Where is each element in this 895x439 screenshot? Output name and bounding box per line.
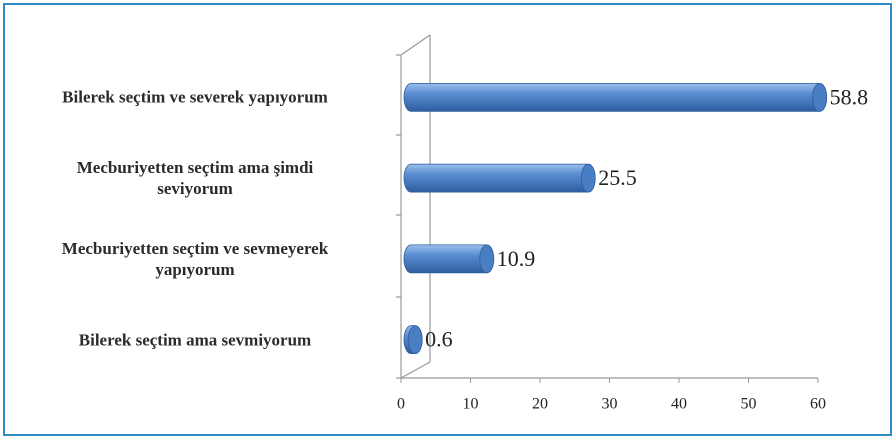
bar-cap <box>479 244 495 274</box>
x-tick-label: 50 <box>741 396 757 413</box>
category-label: Mecburiyetten seçtim ve sevmeyerek yapıy… <box>61 238 329 279</box>
value-label: 10.9 <box>497 246 536 271</box>
x-tick-label: 60 <box>810 396 826 413</box>
x-tick-label: 0 <box>397 396 405 413</box>
category-label: Bilerek seçtim ama sevmiyorum <box>78 330 312 350</box>
x-tick-label: 40 <box>671 396 687 413</box>
bar <box>403 163 596 193</box>
x-tick-label: 20 <box>532 396 548 413</box>
x-tick-label: 30 <box>602 396 618 413</box>
frame <box>3 3 892 436</box>
category-label: Mecburiyetten seçtim ama şimdi seviyorum <box>76 158 314 199</box>
x-tick-label: 10 <box>463 396 479 413</box>
bar <box>403 82 828 112</box>
bar-cap <box>580 163 596 193</box>
value-label: 0.6 <box>425 327 453 352</box>
category-label: Bilerek seçtim ve severek yapıyorum <box>62 87 328 107</box>
value-label: 58.8 <box>830 84 869 109</box>
bar-cap <box>407 325 423 355</box>
bar-cap <box>812 82 828 112</box>
value-label: 25.5 <box>598 165 637 190</box>
